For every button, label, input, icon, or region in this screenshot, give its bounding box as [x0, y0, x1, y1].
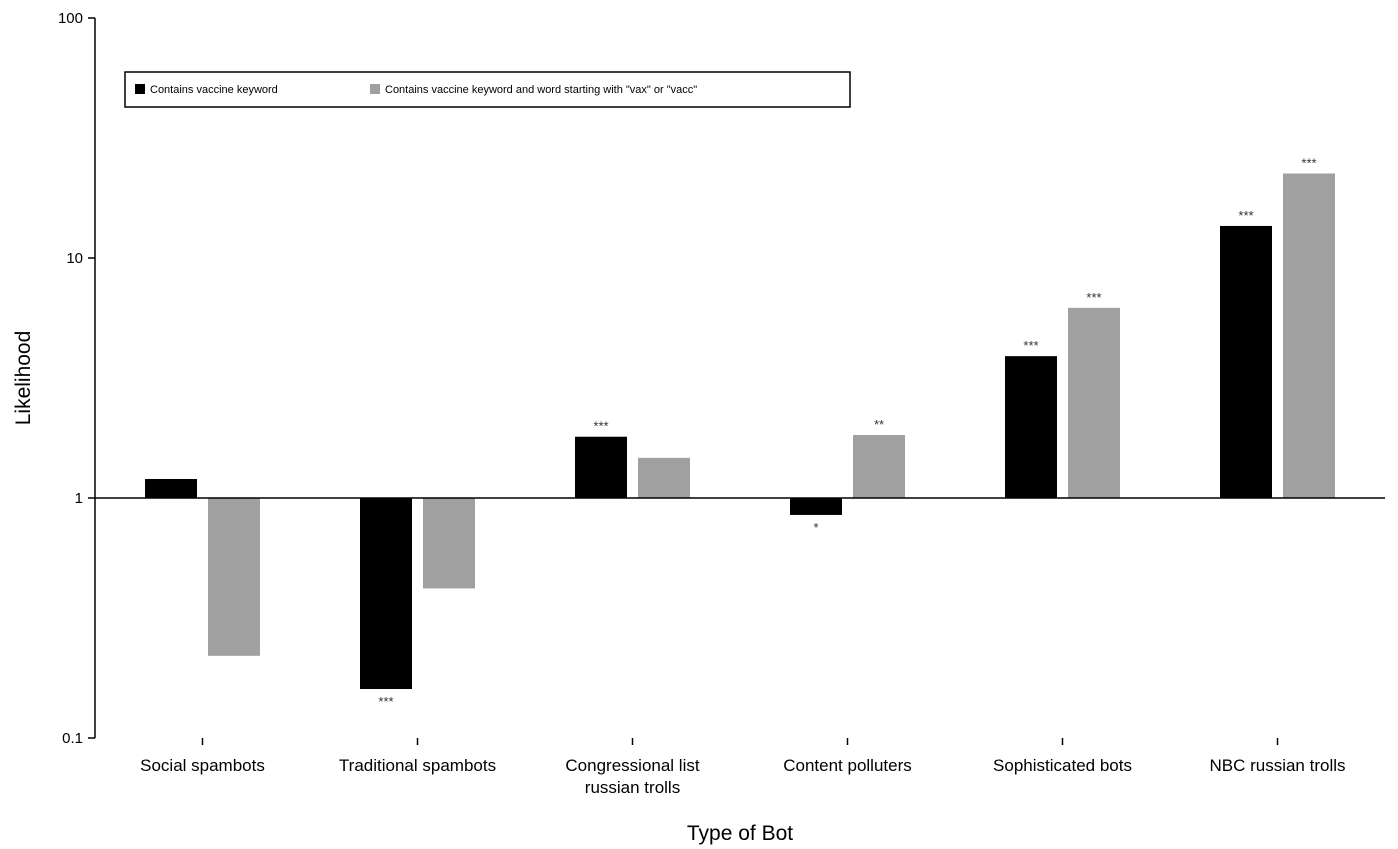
significance-label: * [813, 520, 818, 535]
legend-swatch-series-1 [135, 84, 145, 94]
y-tick-label: 100 [58, 10, 83, 27]
x-tick-label: Sophisticated bots [993, 756, 1132, 775]
significance-label: ** [874, 417, 884, 432]
x-tick-label: NBC russian trolls [1209, 756, 1345, 775]
bars: ********************* [145, 155, 1335, 709]
y-tick-label: 1 [75, 490, 83, 507]
bar [790, 498, 842, 515]
significance-label: *** [1023, 338, 1038, 353]
legend-label-series-2: Contains vaccine keyword and word starti… [385, 84, 697, 96]
bar [1068, 307, 1120, 498]
significance-label: *** [1301, 155, 1316, 170]
y-tick-label: 0.1 [62, 730, 83, 747]
significance-label: *** [1238, 208, 1253, 223]
bar [575, 436, 627, 498]
significance-label: *** [593, 419, 608, 434]
x-tick-label: Content polluters [783, 756, 912, 775]
legend: Contains vaccine keyword Contains vaccin… [124, 71, 851, 108]
legend-box [124, 71, 851, 108]
bar [360, 498, 412, 690]
bar [145, 478, 197, 498]
bar [208, 498, 260, 656]
x-tick-label: Congressional list [565, 756, 699, 775]
bar [1220, 225, 1272, 498]
bar [638, 457, 690, 498]
bar [423, 498, 475, 589]
significance-label: *** [1086, 290, 1101, 305]
x-tick-label: russian trolls [585, 778, 680, 797]
bar [1005, 356, 1057, 498]
x-tick-label: Traditional spambots [339, 756, 496, 775]
bar [853, 435, 905, 498]
y-tick-label: 10 [66, 250, 83, 267]
x-axis-title: Type of Bot [687, 822, 793, 845]
axes: 0.1 1 10 100 Social spambots Traditional spam… [58, 10, 1385, 797]
legend-label-series-1: Contains vaccine keyword [150, 84, 278, 96]
legend-swatch-series-2 [370, 84, 380, 94]
x-tick-label: Social spambots [140, 756, 265, 775]
y-axis-title: Likelihood [12, 331, 35, 426]
bar [1283, 173, 1335, 498]
significance-label: *** [378, 694, 393, 709]
